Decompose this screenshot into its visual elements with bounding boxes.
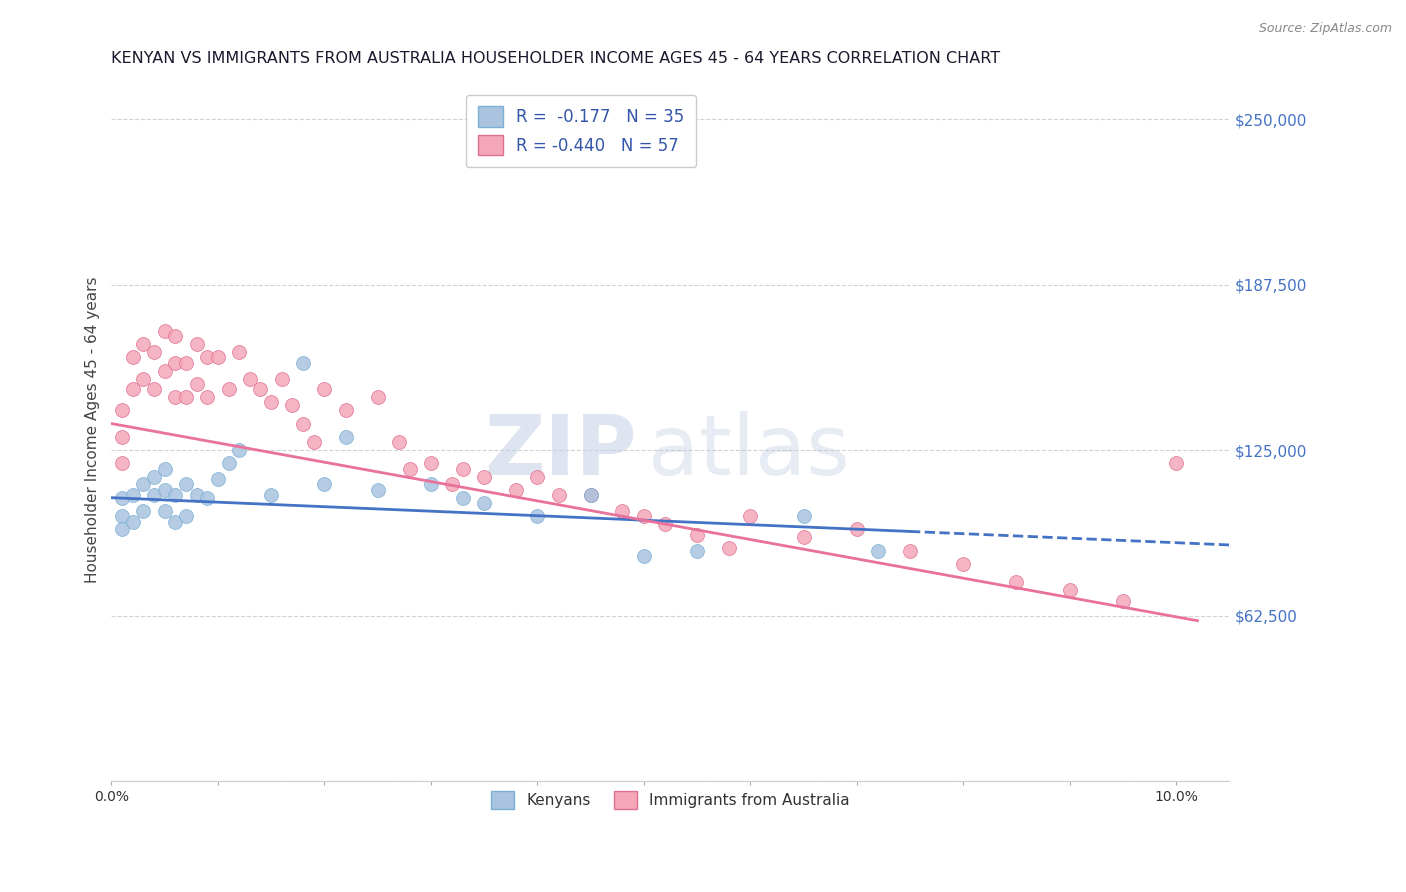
Point — [260, 395, 283, 409]
Point — [186, 376, 208, 391]
Point — [153, 483, 176, 497]
Point — [195, 390, 218, 404]
Point — [132, 477, 155, 491]
Point — [792, 509, 814, 524]
Point — [952, 557, 974, 571]
Text: KENYAN VS IMMIGRANTS FROM AUSTRALIA HOUSEHOLDER INCOME AGES 45 - 64 YEARS CORREL: KENYAN VS IMMIGRANTS FROM AUSTRALIA HOUS… — [111, 51, 1001, 66]
Point — [1166, 456, 1188, 470]
Point — [314, 382, 336, 396]
Point — [388, 435, 411, 450]
Point — [612, 504, 634, 518]
Point — [505, 483, 527, 497]
Point — [165, 329, 187, 343]
Point — [186, 488, 208, 502]
Point — [143, 382, 166, 396]
Point — [165, 488, 187, 502]
Point — [367, 483, 389, 497]
Point — [121, 515, 143, 529]
Point — [249, 382, 271, 396]
Point — [207, 472, 229, 486]
Point — [121, 488, 143, 502]
Text: atlas: atlas — [648, 410, 849, 491]
Point — [579, 488, 602, 502]
Point — [174, 356, 197, 370]
Point — [717, 541, 740, 555]
Point — [579, 488, 602, 502]
Point — [111, 430, 134, 444]
Point — [898, 543, 921, 558]
Point — [153, 461, 176, 475]
Point — [174, 390, 197, 404]
Point — [686, 527, 709, 541]
Point — [419, 456, 441, 470]
Point — [121, 351, 143, 365]
Point — [292, 356, 315, 370]
Point — [367, 390, 389, 404]
Point — [1005, 575, 1028, 590]
Point — [845, 523, 868, 537]
Point — [111, 509, 134, 524]
Point — [218, 456, 240, 470]
Point — [526, 469, 548, 483]
Text: ZIP: ZIP — [485, 410, 637, 491]
Point — [153, 504, 176, 518]
Y-axis label: Householder Income Ages 45 - 64 years: Householder Income Ages 45 - 64 years — [86, 277, 100, 583]
Legend: Kenyans, Immigrants from Australia: Kenyans, Immigrants from Australia — [485, 785, 856, 815]
Point — [654, 517, 676, 532]
Point — [547, 488, 569, 502]
Point — [165, 356, 187, 370]
Point — [281, 398, 304, 412]
Point — [121, 382, 143, 396]
Point — [398, 461, 420, 475]
Text: Source: ZipAtlas.com: Source: ZipAtlas.com — [1258, 22, 1392, 36]
Point — [143, 345, 166, 359]
Point — [419, 477, 441, 491]
Point — [165, 390, 187, 404]
Point — [740, 509, 762, 524]
Point — [451, 461, 474, 475]
Point — [132, 371, 155, 385]
Point — [1112, 594, 1135, 608]
Point — [195, 491, 218, 505]
Point — [1059, 583, 1081, 598]
Point — [526, 509, 548, 524]
Point — [472, 496, 495, 510]
Point — [143, 488, 166, 502]
Point — [239, 371, 262, 385]
Point — [111, 403, 134, 417]
Point — [314, 477, 336, 491]
Point — [302, 435, 325, 450]
Point — [686, 543, 709, 558]
Point — [165, 515, 187, 529]
Point — [207, 351, 229, 365]
Point — [866, 543, 889, 558]
Point — [335, 430, 357, 444]
Point — [143, 469, 166, 483]
Point — [153, 324, 176, 338]
Point — [792, 530, 814, 544]
Point — [228, 443, 250, 458]
Point — [441, 477, 464, 491]
Point — [111, 456, 134, 470]
Point — [174, 509, 197, 524]
Point — [472, 469, 495, 483]
Point — [335, 403, 357, 417]
Point — [132, 504, 155, 518]
Point — [218, 382, 240, 396]
Point — [228, 345, 250, 359]
Point — [132, 337, 155, 351]
Point — [195, 351, 218, 365]
Point — [260, 488, 283, 502]
Point — [186, 337, 208, 351]
Point — [111, 491, 134, 505]
Point — [174, 477, 197, 491]
Point — [292, 417, 315, 431]
Point — [451, 491, 474, 505]
Point — [633, 549, 655, 563]
Point — [633, 509, 655, 524]
Point — [111, 523, 134, 537]
Point — [270, 371, 292, 385]
Point — [153, 363, 176, 377]
